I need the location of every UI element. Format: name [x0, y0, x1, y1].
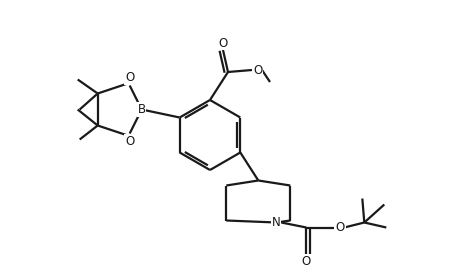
Text: N: N — [272, 216, 281, 229]
Text: O: O — [218, 36, 227, 50]
Text: O: O — [253, 64, 262, 76]
Text: O: O — [302, 255, 311, 268]
Text: O: O — [125, 135, 134, 148]
Text: O: O — [125, 71, 134, 84]
Text: O: O — [336, 221, 345, 234]
Text: B: B — [138, 103, 146, 116]
